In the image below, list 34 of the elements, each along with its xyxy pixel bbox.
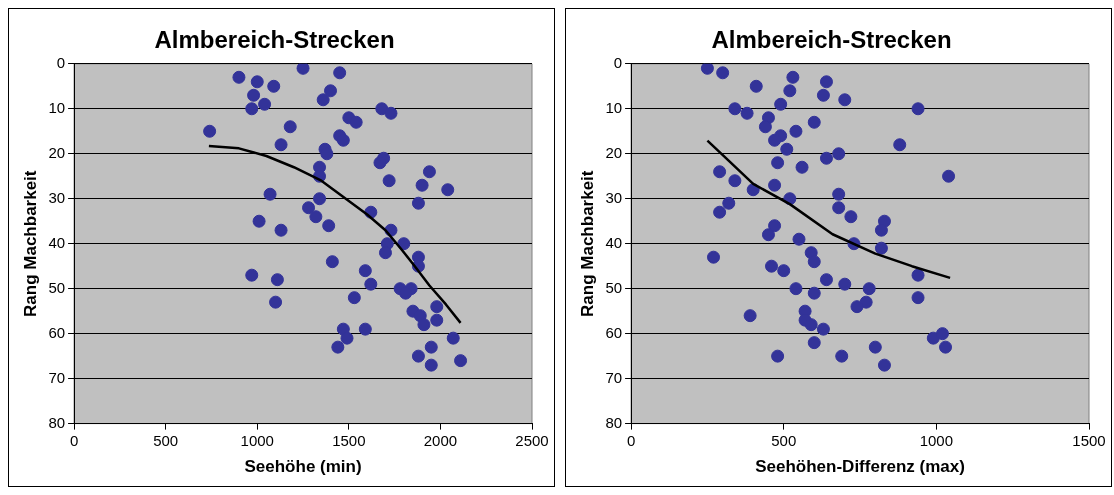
y-axis-title: Rang Machbarkeit: [577, 170, 597, 317]
y-tick-label: 10: [605, 98, 623, 116]
y-tick-label: 70: [48, 368, 66, 386]
x-tick-label: 2500: [515, 431, 549, 449]
y-tick-label: 40: [48, 233, 66, 251]
x-tick-label: 2000: [423, 431, 458, 449]
y-axis-title: Rang Machbarkeit: [20, 170, 40, 317]
y-tick-label: 20: [48, 143, 66, 161]
x-tick-label: 500: [771, 431, 797, 449]
y-tick-label: 50: [605, 278, 623, 296]
y-tick-label: 80: [48, 413, 66, 431]
x-tick-label: 500: [153, 431, 179, 449]
x-axis-title: Seehöhe (min): [244, 457, 362, 477]
y-tick-label: 30: [48, 188, 66, 206]
x-tick-label: 1000: [240, 431, 274, 449]
x-tick-label: 0: [626, 431, 636, 449]
x-tick-label: 1000: [919, 431, 954, 449]
y-tick-label: 40: [605, 233, 623, 251]
y-tick-label: 0: [613, 53, 623, 71]
y-tick-label: 20: [605, 143, 623, 161]
chart-title: Almbereich-Strecken: [154, 26, 395, 54]
y-tick-label: 80: [605, 413, 623, 431]
x-tick-label: 1500: [1072, 431, 1106, 449]
y-tick-label: 0: [56, 53, 66, 71]
y-tick-label: 50: [48, 278, 66, 296]
x-tick-label: 1500: [332, 431, 366, 449]
y-tick-label: 60: [48, 323, 66, 341]
y-tick-label: 10: [48, 98, 66, 116]
x-axis-title: Seehöhen-Differenz (max): [755, 457, 965, 477]
x-tick-label: 0: [69, 431, 79, 449]
y-tick-label: 70: [605, 368, 623, 386]
y-tick-label: 60: [605, 323, 623, 341]
y-tick-label: 30: [605, 188, 623, 206]
chart-title: Almbereich-Strecken: [711, 26, 952, 54]
